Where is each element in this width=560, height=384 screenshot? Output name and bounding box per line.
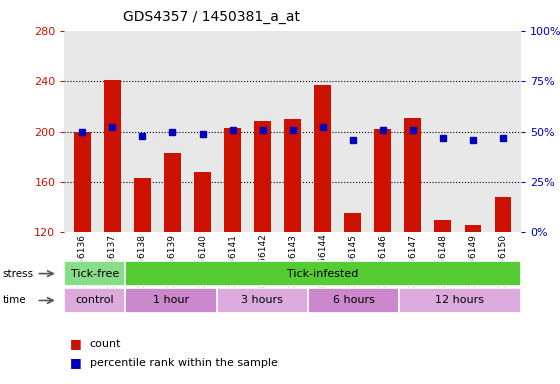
Bar [164,153,181,232]
Text: percentile rank within the sample: percentile rank within the sample [90,358,277,368]
Bar [225,128,241,232]
Text: ■: ■ [70,337,82,350]
Bar [74,131,91,232]
Bar [194,172,211,232]
Bar [435,220,451,232]
Bar [134,178,151,232]
Text: 3 hours: 3 hours [241,295,283,306]
Text: GDS4357 / 1450381_a_at: GDS4357 / 1450381_a_at [123,10,300,23]
Text: ■: ■ [70,356,82,369]
Bar [284,119,301,232]
Text: Tick-free: Tick-free [71,268,119,279]
Bar [375,129,391,232]
Bar [104,80,121,232]
Text: Tick-infested: Tick-infested [287,268,359,279]
Bar [344,214,361,232]
Bar [464,225,481,232]
Text: 6 hours: 6 hours [333,295,375,306]
Text: count: count [90,339,121,349]
Text: control: control [76,295,114,306]
Text: 12 hours: 12 hours [436,295,484,306]
Bar [254,121,271,232]
Bar [494,197,511,232]
Bar [404,118,421,232]
Text: 1 hour: 1 hour [153,295,189,306]
Text: stress: stress [3,268,34,279]
Bar [314,85,331,232]
Text: time: time [3,295,26,306]
